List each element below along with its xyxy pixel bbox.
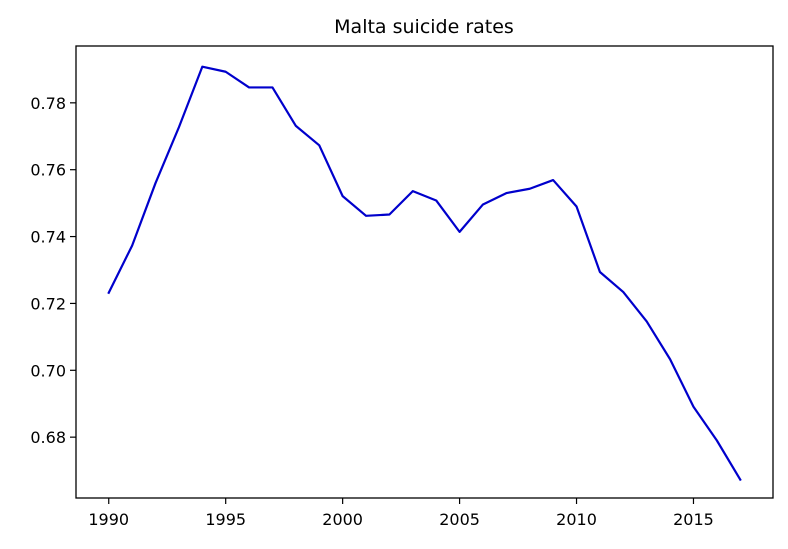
x-tick-label: 2000: [322, 510, 363, 529]
x-tick-label: 1990: [88, 510, 129, 529]
y-tick-label: 0.72: [30, 294, 66, 313]
series-line: [107, 65, 742, 482]
plot-area: [107, 65, 742, 482]
x-tick-label: 2010: [556, 510, 597, 529]
x-tick-label: 2015: [673, 510, 714, 529]
y-axis: 0.68 0.70 0.72 0.74 0.76 0.78: [30, 94, 76, 447]
y-tick-label: 0.68: [30, 428, 66, 447]
x-axis: 1990 1995 2000 2005 2010 2015: [88, 498, 714, 529]
y-tick-label: 0.70: [30, 361, 66, 380]
y-tick-label: 0.76: [30, 161, 66, 180]
axes-frame: [75, 45, 774, 499]
x-tick-label: 2005: [439, 510, 480, 529]
chart-title: Malta suicide rates: [334, 16, 514, 38]
y-tick-label: 0.78: [30, 94, 66, 113]
y-tick-label: 0.74: [30, 228, 66, 247]
x-tick-label: 1995: [205, 510, 246, 529]
